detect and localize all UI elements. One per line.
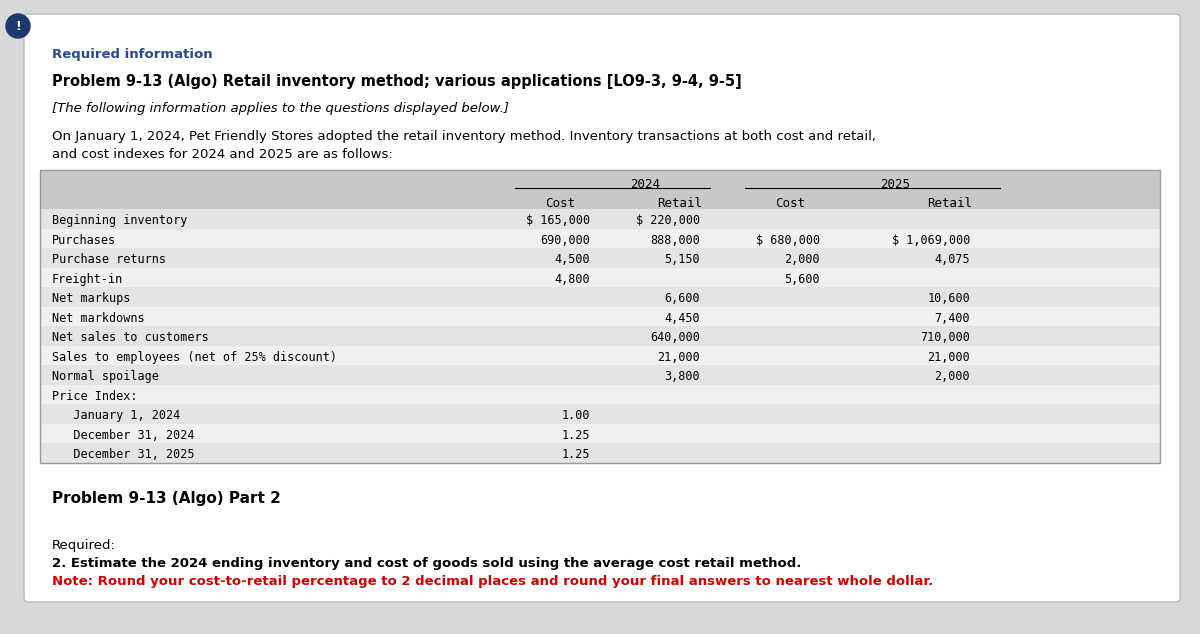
Text: $ 165,000: $ 165,000 [526,214,590,227]
Text: 1.25: 1.25 [562,448,590,461]
FancyBboxPatch shape [24,14,1180,602]
Text: Sales to employees (net of 25% discount): Sales to employees (net of 25% discount) [52,351,337,364]
Text: 21,000: 21,000 [928,351,970,364]
Text: December 31, 2025: December 31, 2025 [52,448,194,461]
Bar [40,365,1160,384]
Text: Net markdowns: Net markdowns [52,312,145,325]
Text: 2024: 2024 [630,178,660,191]
Bar [40,384,1160,404]
Bar [40,287,1160,306]
Text: !: ! [16,20,20,32]
Text: 4,500: 4,500 [554,253,590,266]
Text: 2. Estimate the 2024 ending inventory and cost of goods sold using the average c: 2. Estimate the 2024 ending inventory an… [52,557,802,569]
Text: 6,600: 6,600 [665,292,700,305]
Bar [40,424,1160,443]
Bar [40,326,1160,346]
Text: 5,600: 5,600 [785,273,820,286]
Text: 888,000: 888,000 [650,234,700,247]
Text: and cost indexes for 2024 and 2025 are as follows:: and cost indexes for 2024 and 2025 are a… [52,148,392,161]
Text: $ 220,000: $ 220,000 [636,214,700,227]
Bar [40,209,1160,228]
Text: 7,400: 7,400 [935,312,970,325]
Bar [40,306,1160,326]
Text: Net markups: Net markups [52,292,131,305]
Text: Required information: Required information [52,48,212,61]
Text: 640,000: 640,000 [650,331,700,344]
Text: Beginning inventory: Beginning inventory [52,214,187,227]
Text: 21,000: 21,000 [658,351,700,364]
Text: 2,000: 2,000 [935,370,970,383]
Text: $ 680,000: $ 680,000 [756,234,820,247]
Text: Net sales to customers: Net sales to customers [52,331,209,344]
Text: 2025: 2025 [880,178,910,191]
Text: Retail: Retail [658,197,702,210]
Text: Purchases: Purchases [52,234,116,247]
Bar [40,170,1160,462]
Text: 690,000: 690,000 [540,234,590,247]
Text: 4,800: 4,800 [554,273,590,286]
Text: 10,600: 10,600 [928,292,970,305]
Bar [40,443,1160,462]
Text: 3,800: 3,800 [665,370,700,383]
Text: January 1, 2024: January 1, 2024 [52,409,180,422]
Bar [40,346,1160,365]
Text: On January 1, 2024, Pet Friendly Stores adopted the retail inventory method. Inv: On January 1, 2024, Pet Friendly Stores … [52,130,876,143]
Text: Required:: Required: [52,538,116,552]
Text: Cost: Cost [545,197,575,210]
Text: Cost: Cost [775,197,805,210]
Bar [40,228,1160,248]
Text: Purchase returns: Purchase returns [52,253,166,266]
Text: $ 1,069,000: $ 1,069,000 [892,234,970,247]
Text: Problem 9-13 (Algo) Part 2: Problem 9-13 (Algo) Part 2 [52,491,281,505]
Text: 710,000: 710,000 [920,331,970,344]
Text: 1.25: 1.25 [562,429,590,442]
Bar [40,248,1160,268]
Text: 1.00: 1.00 [562,409,590,422]
Bar [40,404,1160,424]
Text: Retail: Retail [928,197,972,210]
Text: 5,150: 5,150 [665,253,700,266]
Text: Freight-in: Freight-in [52,273,124,286]
Text: 4,075: 4,075 [935,253,970,266]
Bar [40,268,1160,287]
Text: Normal spoilage: Normal spoilage [52,370,158,383]
Text: [The following information applies to the questions displayed below.]: [The following information applies to th… [52,102,509,115]
Text: Problem 9-13 (Algo) Retail inventory method; various applications [LO9-3, 9-4, 9: Problem 9-13 (Algo) Retail inventory met… [52,74,742,89]
Bar [40,170,1160,209]
Text: Price Index:: Price Index: [52,390,138,403]
Text: Note: Round your cost-to-retail percentage to 2 decimal places and round your fi: Note: Round your cost-to-retail percenta… [52,574,934,588]
Text: December 31, 2024: December 31, 2024 [52,429,194,442]
Circle shape [6,14,30,38]
Text: 2,000: 2,000 [785,253,820,266]
Text: 4,450: 4,450 [665,312,700,325]
